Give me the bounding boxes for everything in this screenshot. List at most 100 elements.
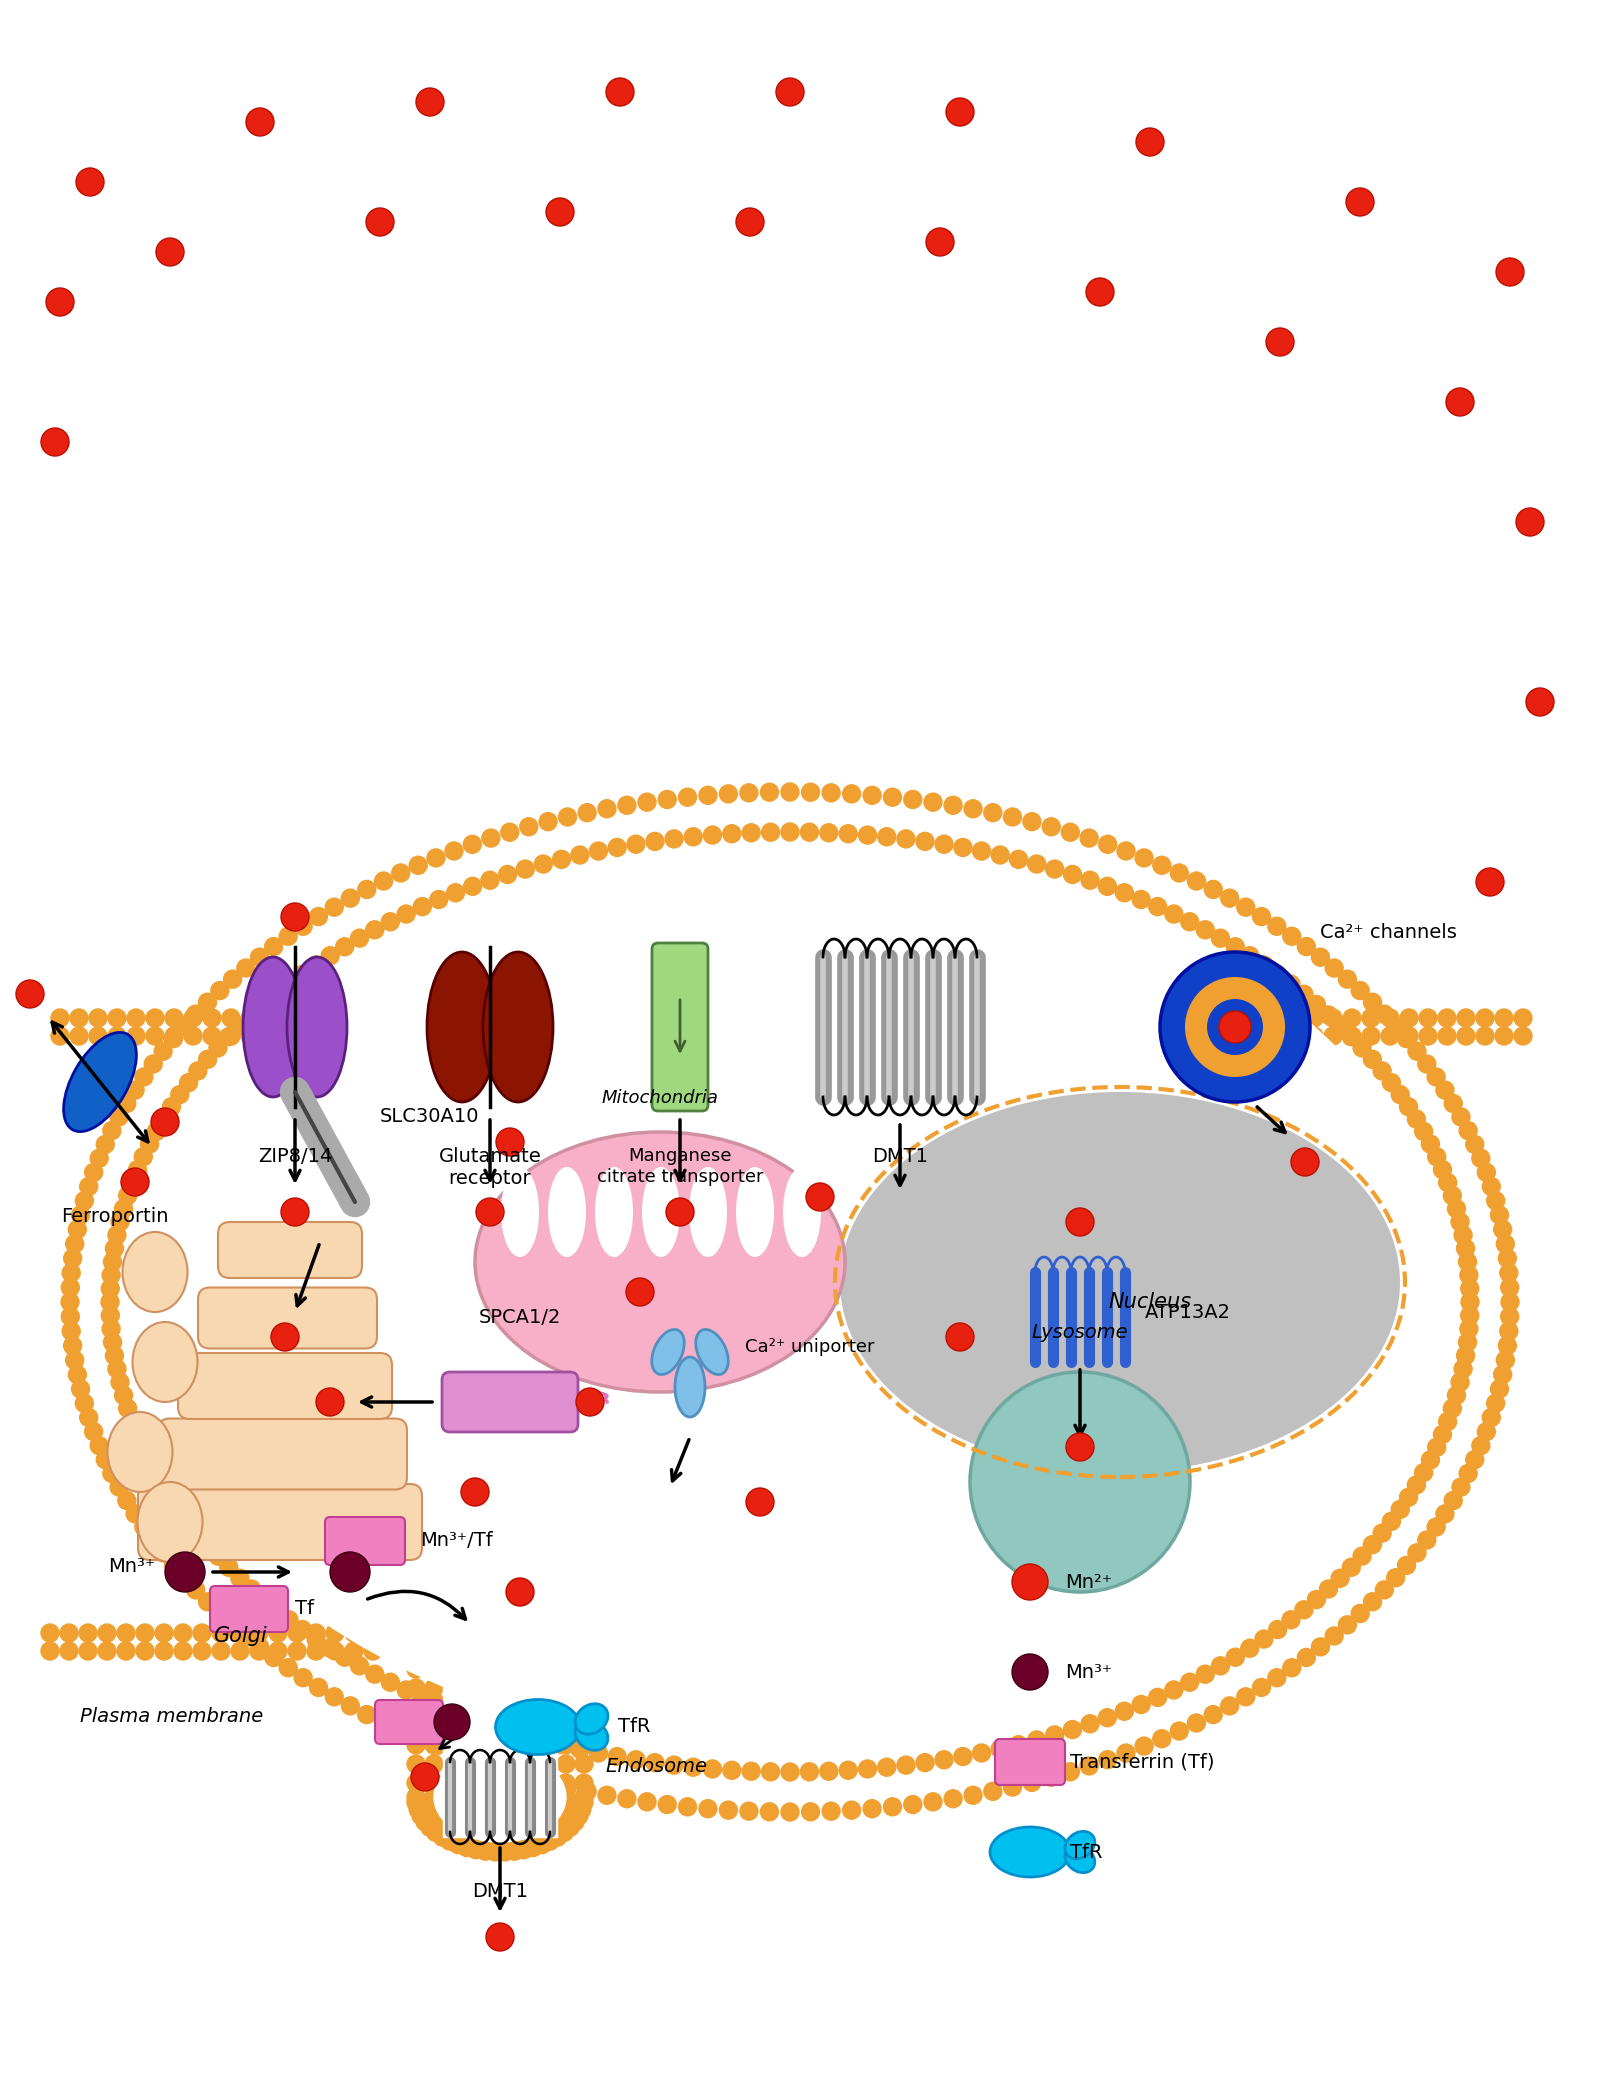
Circle shape <box>640 1010 659 1026</box>
Circle shape <box>430 891 448 908</box>
Circle shape <box>350 929 368 947</box>
Circle shape <box>118 1187 136 1205</box>
Circle shape <box>75 1395 93 1412</box>
Circle shape <box>617 1643 636 1659</box>
Circle shape <box>110 1478 128 1497</box>
Circle shape <box>545 1010 563 1026</box>
Circle shape <box>365 1624 382 1643</box>
Circle shape <box>101 1280 120 1297</box>
Circle shape <box>134 1518 154 1537</box>
Ellipse shape <box>1065 1832 1095 1859</box>
Circle shape <box>237 960 254 976</box>
Circle shape <box>1062 822 1079 841</box>
Circle shape <box>1043 1768 1060 1786</box>
Circle shape <box>163 1489 181 1505</box>
Circle shape <box>1364 1049 1382 1068</box>
Circle shape <box>1188 1713 1206 1732</box>
Circle shape <box>1191 1026 1209 1045</box>
Circle shape <box>401 1643 421 1659</box>
Circle shape <box>590 1745 608 1761</box>
Circle shape <box>408 1659 425 1678</box>
Circle shape <box>580 1643 598 1659</box>
Circle shape <box>1343 1010 1361 1026</box>
Circle shape <box>1493 1366 1511 1385</box>
Circle shape <box>1268 918 1286 935</box>
Circle shape <box>441 1832 459 1851</box>
Circle shape <box>1460 1320 1477 1339</box>
Circle shape <box>136 1643 154 1659</box>
Circle shape <box>1020 1026 1038 1045</box>
Circle shape <box>499 866 516 883</box>
Circle shape <box>1399 1097 1418 1116</box>
Circle shape <box>822 783 839 802</box>
Circle shape <box>780 1763 800 1780</box>
Circle shape <box>1428 1147 1445 1166</box>
Circle shape <box>1447 1199 1465 1218</box>
Circle shape <box>1099 1709 1116 1726</box>
Circle shape <box>430 1695 448 1713</box>
Circle shape <box>625 1278 654 1305</box>
Circle shape <box>384 1624 401 1643</box>
Circle shape <box>1063 866 1081 883</box>
Circle shape <box>638 793 656 812</box>
Circle shape <box>1466 1451 1484 1468</box>
Circle shape <box>176 1568 193 1586</box>
Circle shape <box>1353 1547 1370 1566</box>
Ellipse shape <box>64 1033 136 1133</box>
Circle shape <box>1241 1639 1258 1657</box>
Circle shape <box>374 1010 392 1026</box>
Circle shape <box>425 1795 445 1813</box>
Circle shape <box>445 841 464 860</box>
Circle shape <box>1067 1208 1094 1237</box>
Circle shape <box>1444 1399 1461 1418</box>
Circle shape <box>1439 1412 1457 1430</box>
Circle shape <box>219 1029 238 1045</box>
Circle shape <box>1286 1010 1305 1026</box>
Circle shape <box>90 1026 107 1045</box>
Circle shape <box>665 1755 683 1774</box>
Circle shape <box>467 1828 484 1847</box>
Circle shape <box>903 791 921 808</box>
Circle shape <box>437 1813 454 1830</box>
Circle shape <box>558 1778 577 1797</box>
Circle shape <box>325 897 344 916</box>
Circle shape <box>807 1643 827 1659</box>
Circle shape <box>1476 868 1505 895</box>
Circle shape <box>1342 1557 1361 1576</box>
Circle shape <box>432 1010 449 1026</box>
Circle shape <box>1338 970 1356 989</box>
Circle shape <box>659 1026 676 1045</box>
Circle shape <box>1282 974 1300 993</box>
Circle shape <box>1428 1518 1445 1537</box>
Circle shape <box>991 1741 1009 1757</box>
Circle shape <box>397 906 416 922</box>
Circle shape <box>788 1643 807 1659</box>
Circle shape <box>297 1026 317 1045</box>
Circle shape <box>425 1641 443 1659</box>
Circle shape <box>859 827 876 843</box>
Circle shape <box>496 1832 513 1851</box>
Circle shape <box>723 824 740 843</box>
Circle shape <box>539 1818 558 1836</box>
Circle shape <box>1099 877 1116 895</box>
Circle shape <box>384 1643 401 1659</box>
Circle shape <box>887 1026 905 1045</box>
Circle shape <box>903 1795 921 1813</box>
Circle shape <box>924 1026 943 1045</box>
Ellipse shape <box>133 1322 198 1401</box>
Circle shape <box>467 1840 484 1859</box>
Circle shape <box>740 783 758 802</box>
Circle shape <box>62 1322 80 1341</box>
Circle shape <box>392 864 409 883</box>
Circle shape <box>1450 1214 1469 1230</box>
FancyBboxPatch shape <box>177 1353 392 1420</box>
Circle shape <box>556 1659 576 1678</box>
Circle shape <box>620 1026 640 1045</box>
Circle shape <box>1004 1778 1022 1797</box>
Circle shape <box>539 812 556 831</box>
Circle shape <box>118 1399 136 1418</box>
Ellipse shape <box>427 951 497 1101</box>
Circle shape <box>1490 1205 1508 1224</box>
Circle shape <box>935 1751 953 1770</box>
Circle shape <box>1460 1266 1477 1285</box>
